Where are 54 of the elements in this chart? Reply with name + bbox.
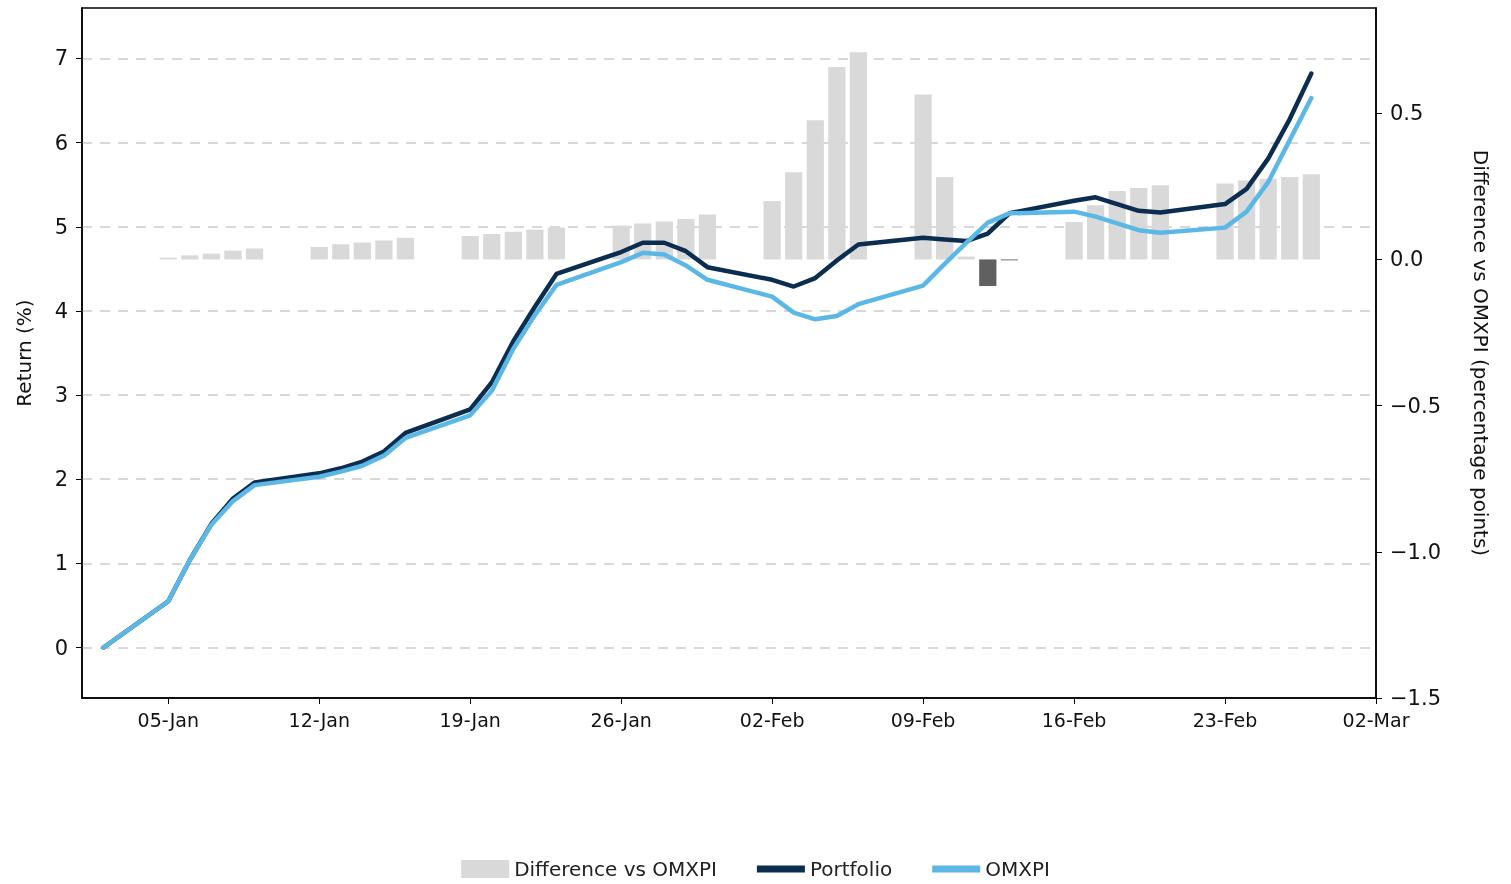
bar: [1087, 205, 1105, 260]
legend-label: Portfolio: [809, 857, 893, 881]
bar: [763, 200, 781, 260]
y2-axis-title: Difference vs OMXPI (percentage points): [1469, 149, 1493, 557]
y2-tick-label: −1.5: [1390, 686, 1441, 710]
y-axis-title: Return (%): [12, 299, 36, 407]
x-tick-label: 12-Jan: [288, 708, 350, 731]
bar: [332, 244, 350, 260]
y-tick-label: 3: [54, 383, 68, 408]
y2-tick-label: −0.5: [1390, 393, 1441, 418]
x-tick-label: 09-Feb: [890, 708, 956, 731]
bar: [936, 176, 954, 260]
bar: [979, 259, 997, 287]
bar: [504, 231, 522, 260]
x-tick-label: 02-Feb: [739, 708, 805, 731]
bar: [526, 229, 544, 260]
y-tick-label: 0: [54, 635, 68, 660]
bar: [547, 227, 566, 260]
bar: [914, 94, 932, 260]
y-tick-label: 7: [54, 46, 68, 71]
y2-tick-label: 0.0: [1390, 247, 1424, 272]
y2-tick-label: −1.0: [1390, 539, 1441, 564]
bar: [310, 246, 328, 260]
x-tick-label: 05-Jan: [137, 708, 199, 731]
bar: [224, 250, 242, 260]
bar: [1281, 176, 1299, 260]
x-tick-label: 19-Jan: [439, 708, 501, 731]
x-tick-label: 26-Jan: [590, 708, 652, 731]
y-tick-label: 1: [54, 551, 68, 576]
y-tick-label: 5: [54, 214, 68, 239]
y2-tick-label: 0.5: [1390, 101, 1424, 126]
bar: [698, 214, 717, 260]
x-tick-label: 02-Mar: [1342, 708, 1410, 731]
bar: [1065, 222, 1083, 260]
bar: [1259, 178, 1277, 260]
bar: [849, 52, 868, 260]
bar: [806, 120, 824, 260]
bar: [828, 67, 846, 260]
y-tick-label: 4: [54, 298, 68, 323]
bar: [785, 172, 803, 260]
bar: [181, 255, 199, 260]
bar: [245, 248, 264, 260]
bar: [1302, 174, 1320, 260]
bar: [375, 240, 393, 260]
bar: [353, 242, 371, 260]
bar: [396, 237, 415, 260]
bar: [483, 234, 501, 260]
y-tick-label: 2: [54, 467, 68, 492]
x-tick-label: 23-Feb: [1192, 708, 1258, 731]
x-tick-label: 16-Feb: [1041, 708, 1107, 731]
y-tick-label: 6: [54, 130, 68, 155]
legend-label: OMXPI: [985, 857, 1050, 881]
bar: [461, 236, 479, 260]
legend-label: Difference vs OMXPI: [514, 857, 717, 881]
